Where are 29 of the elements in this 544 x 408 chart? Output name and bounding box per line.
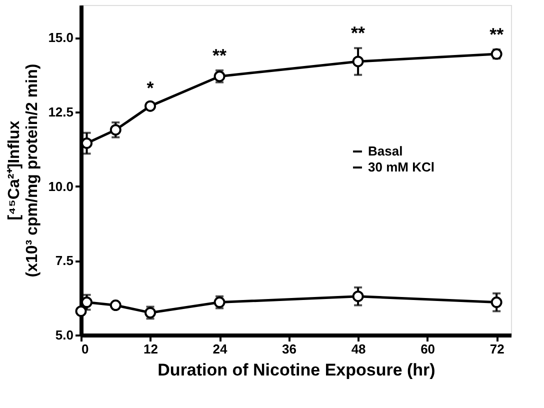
- point: [144, 306, 156, 318]
- x-tick-label: 24: [212, 342, 228, 356]
- annotation: **: [490, 24, 504, 45]
- point: [214, 70, 226, 82]
- point: [110, 300, 122, 312]
- point: [490, 296, 502, 308]
- x-tick-label: 12: [144, 342, 158, 356]
- legend-label: Basal: [368, 144, 403, 158]
- point: [352, 290, 364, 302]
- x-tick-label: 72: [490, 342, 504, 356]
- y-axis-title: [⁴⁵Ca²⁺]Influx (x10³ cpm/mg protein/2 min): [6, 64, 42, 278]
- x-axis-title: Duration of Nicotine Exposure (hr): [158, 360, 436, 380]
- point: [75, 305, 87, 317]
- y-tick-label: 15.0: [48, 30, 74, 46]
- y-tick-label: 10.0: [48, 178, 74, 194]
- x-tick-label: 0: [82, 342, 89, 356]
- x-tick-label: 36: [282, 342, 297, 356]
- point: [352, 56, 364, 68]
- legend-label: 30 mM KCl: [368, 160, 434, 174]
- y-tick-label: 5.0: [55, 328, 74, 342]
- point: [144, 100, 156, 112]
- annotation: **: [212, 45, 227, 66]
- annotation: **: [351, 23, 366, 44]
- x-tick-label: 48: [351, 342, 366, 356]
- point: [110, 124, 122, 136]
- y-tick-label: 12.5: [48, 104, 74, 120]
- x-tick-label: 60: [420, 342, 436, 356]
- annotation: *: [146, 78, 154, 98]
- y-tick-label: 7.5: [55, 253, 74, 268]
